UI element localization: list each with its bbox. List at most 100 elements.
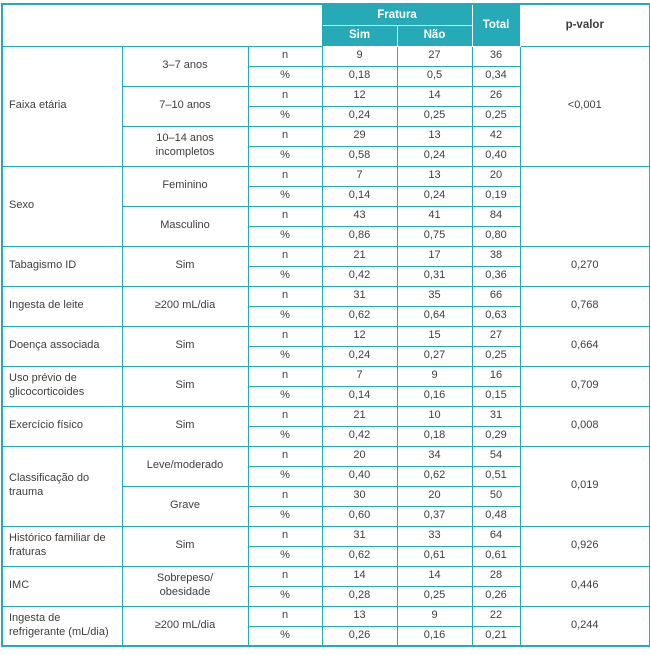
value-cell-sim: 12 [321, 85, 398, 107]
value-cell-total: 50 [471, 485, 521, 507]
value-cell-nao: 33 [396, 525, 473, 547]
value-cell-sim: 7 [321, 165, 398, 187]
category-cell: Faixa etária [1, 45, 123, 167]
value-cell-nao: 17 [396, 245, 473, 267]
value-cell-sim: 20 [321, 445, 398, 467]
stat-label-cell: n [247, 45, 323, 67]
table-row: Ingesta de refrigerante (mL/dia) ≥200 mL… [1, 605, 650, 647]
subgroup-cell: 3–7 anos [121, 45, 249, 87]
p-value-cell: 0,664 [519, 325, 650, 367]
stat-label-cell: % [247, 585, 323, 607]
table-row: % 0,62 0,61 0,61 [2, 545, 650, 567]
stat-label-cell: n [247, 525, 323, 547]
value-cell-sim: 0,62 [321, 545, 398, 567]
value-cell-sim: 31 [321, 285, 398, 307]
subgroup-cell: Sim [121, 405, 249, 447]
value-cell-sim: 0,60 [321, 505, 398, 527]
stat-label-cell: % [247, 465, 323, 487]
value-cell-nao: 14 [396, 565, 473, 587]
statistics-table: Fratura Total p-valor Sim Não Faixa etár… [1, 3, 650, 647]
value-cell-sim: 0,86 [321, 225, 398, 247]
table-row: Sexo Feminino n 7 13 20 [1, 165, 650, 247]
stat-label-cell: n [247, 445, 323, 467]
value-cell-sim: 0,28 [321, 585, 398, 607]
value-cell-nao: 0,24 [396, 185, 473, 207]
table-row: Doença associada Sim n 12 15 27 0,664 [1, 325, 650, 367]
stat-label-cell: n [247, 285, 323, 307]
value-cell-total: 84 [471, 205, 521, 227]
subgroup-cell: ≥200 mL/dia [121, 285, 249, 327]
value-cell-total: 26 [471, 85, 521, 107]
stat-label-cell: n [247, 565, 323, 587]
stat-label-cell: % [247, 425, 323, 447]
stat-label-cell: n [247, 125, 323, 147]
value-cell-total: 27 [471, 325, 521, 347]
value-cell-nao: 0,16 [396, 625, 473, 647]
value-cell-nao: 0,5 [396, 65, 473, 87]
p-value-cell: 0,019 [519, 445, 650, 527]
value-cell-nao: 0,61 [396, 545, 473, 567]
category-cell: Ingesta de leite [1, 285, 123, 327]
subgroup-cell: Sim [121, 245, 249, 287]
table-row: Classificação do trauma Leve/moderado n … [1, 445, 650, 527]
value-cell-nao: 9 [396, 605, 473, 627]
value-cell-sim: 29 [321, 125, 398, 147]
header-row-1: Fratura Total p-valor [1, 3, 650, 47]
value-cell-sim: 9 [321, 45, 398, 67]
subgroup-cell: Sim [121, 525, 249, 567]
value-cell-sim: 7 [321, 365, 398, 387]
value-cell-nao: 34 [396, 445, 473, 467]
table-row: Grave n 30 20 50 [2, 485, 650, 527]
value-cell-nao: 14 [396, 85, 473, 107]
value-cell-sim: 0,40 [321, 465, 398, 487]
p-value-cell: 0,008 [519, 405, 650, 447]
value-cell-sim: 31 [321, 525, 398, 547]
value-cell-nao: 0,25 [396, 585, 473, 607]
subgroup-cell: Masculino [121, 205, 249, 247]
value-cell-nao: 0,31 [396, 265, 473, 287]
value-cell-total: 42 [471, 125, 521, 147]
table-row: % 0,14 0,16 0,15 [2, 385, 650, 407]
stat-label-cell: n [247, 325, 323, 347]
value-cell-sim: 0,42 [321, 425, 398, 447]
category-cell: Sexo [1, 165, 123, 247]
header-fratura: Fratura [321, 3, 473, 26]
subgroup-cell: 10–14 anos incompletos [121, 125, 249, 167]
table-row: Ingesta de leite ≥200 mL/dia n 31 35 66 … [1, 285, 650, 327]
header-row-2: Sim Não [2, 24, 650, 47]
value-cell-sim: 0,14 [321, 385, 398, 407]
stat-label-cell: % [247, 225, 323, 247]
subgroup-cell: Grave [121, 485, 249, 527]
category-cell: Tabagismo ID [1, 245, 123, 287]
stat-label-cell: % [247, 145, 323, 167]
value-cell-sim: 0,58 [321, 145, 398, 167]
category-cell: Doença associada [1, 325, 123, 367]
stat-label-cell: % [247, 305, 323, 327]
stat-label-cell: % [247, 105, 323, 127]
table-row: Faixa etária 3–7 anos n 9 27 36 <0,001 [1, 45, 650, 167]
value-cell-sim: 0,24 [321, 105, 398, 127]
stat-label-cell: n [247, 245, 323, 267]
value-cell-sim: 13 [321, 605, 398, 627]
value-cell-nao: 35 [396, 285, 473, 307]
value-cell-total: 38 [471, 245, 521, 267]
value-cell-sim: 0,18 [321, 65, 398, 87]
value-cell-nao: 0,16 [396, 385, 473, 407]
table-row: Uso prévio de glicocorticoides Sim n 7 9… [1, 365, 650, 407]
stat-label-cell: % [247, 625, 323, 647]
value-cell-total: 0,25 [471, 345, 521, 367]
subgroup-cell: Sim [121, 325, 249, 367]
category-cell: Exercício físico [1, 405, 123, 447]
value-cell-nao: 13 [396, 165, 473, 187]
subgroup-cell: 7–10 anos [121, 85, 249, 127]
p-value-cell: 0,709 [519, 365, 650, 407]
value-cell-total: 31 [471, 405, 521, 427]
stat-label-cell: % [247, 385, 323, 407]
header-sim: Sim [321, 24, 398, 47]
table-row: % 0,42 0,31 0,36 [2, 265, 650, 287]
value-cell-nao: 9 [396, 365, 473, 387]
value-cell-sim: 21 [321, 245, 398, 267]
value-cell-nao: 27 [396, 45, 473, 67]
table-row: % 0,86 0,75 0,80 [2, 225, 650, 247]
